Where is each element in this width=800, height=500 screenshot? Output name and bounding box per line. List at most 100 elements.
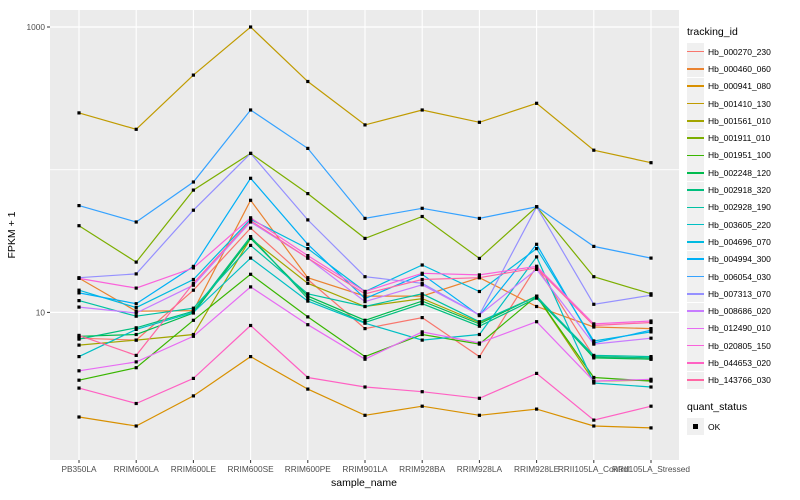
legend-key [687,285,704,303]
legend-item-label: Hb_003605_220 [708,219,771,230]
legend-item-label: Hb_002928_190 [708,202,771,213]
data-point [649,320,653,325]
data-point [249,176,253,180]
legend-line-swatch [687,68,704,70]
data-point [77,343,81,347]
x-tick-label: RRIM928BA [399,464,446,474]
data-point [649,379,653,383]
data-point [363,321,367,325]
data-point [134,366,138,370]
data-point [420,271,424,275]
legend-item-label: Hb_002918_320 [708,185,771,196]
data-point [649,161,653,165]
data-point [420,292,424,296]
legend: tracking_id Hb_000270_230 Hb_000460_060 Hb… [687,26,771,436]
data-point [420,108,424,112]
legend-item-label: Hb_001951_100 [708,150,771,161]
x-tick-label: RRIM600LA [114,464,160,474]
data-point [592,323,596,328]
data-point [535,295,539,299]
legend-item: Hb_001410_130 [687,95,771,113]
x-tick-label: RRIM901LA [342,464,388,474]
legend-item-label: Hb_002248_120 [708,167,771,178]
data-point [306,281,310,285]
legend-item-label: Hb_000941_080 [708,81,771,92]
data-point [592,381,596,385]
legend-key [687,43,704,61]
data-point [363,300,367,304]
tracking-legend-items: Hb_000270_230 Hb_000460_060 Hb_000941_080 H… [687,43,771,389]
data-point [134,327,138,331]
x-tick-label: RRIM928LE [514,464,560,474]
data-point [134,272,138,276]
data-point [306,387,310,391]
data-point [77,378,81,382]
data-point [420,332,424,337]
legend-line-swatch [687,137,704,139]
x-tick-label: RRIM600SE [228,464,275,474]
data-point [363,294,367,298]
legend-line-swatch [687,310,704,312]
y-tick-label: 10 [36,307,46,317]
legend-line-swatch [687,362,704,364]
data-point [249,236,253,240]
data-point [420,214,424,219]
data-point [306,242,310,246]
data-point [306,277,310,282]
data-point [134,311,138,315]
data-point [306,299,310,303]
data-point [77,204,81,208]
data-point [249,151,253,155]
data-point [592,424,596,428]
data-point [306,192,310,196]
data-point [420,283,424,287]
data-point [363,292,367,296]
legend-line-swatch [687,241,704,243]
legend-item-label: Hb_004994_300 [708,254,771,265]
data-point [420,404,424,408]
data-point [363,355,367,359]
data-point [306,256,310,260]
legend-line-swatch [687,258,704,260]
data-point [306,375,310,380]
legend-item: Hb_004696_070 [687,233,771,251]
y-tick-label: 1000 [27,22,46,32]
data-point [191,288,195,292]
data-point [477,289,481,294]
x-tick-label: RRIM928LA [457,464,503,474]
data-point [592,275,596,279]
data-point [420,338,424,342]
x-tick-label: RRII105LA_Control [558,464,630,474]
data-point [191,277,195,282]
x-tick-label: RRIM600PE [285,464,332,474]
data-point [306,254,310,258]
data-point [134,360,138,364]
data-point [592,375,596,380]
data-point [363,304,367,309]
data-point [649,256,653,260]
data-point [134,314,138,318]
data-point [249,235,253,239]
data-point [535,205,539,209]
legend-line-swatch [687,189,704,191]
data-point [592,353,596,357]
legend-line-swatch [687,120,704,122]
legend-item-label: Hb_143766_030 [708,375,771,386]
legend-item: Hb_000460_060 [687,60,771,78]
data-point [306,292,310,296]
data-point [420,316,424,320]
legend-item-label: Hb_004696_070 [708,236,771,247]
data-point [77,111,81,115]
legend-item: Hb_002928_190 [687,198,771,216]
data-point [363,275,367,279]
legend-key [687,354,704,372]
legend-line-swatch [687,275,704,278]
data-point [649,385,653,389]
legend-key [687,250,704,268]
legend-key [687,319,704,337]
legend-item: Hb_007313_070 [687,285,771,303]
legend-item-label: Hb_012490_010 [708,323,771,334]
data-point [249,216,253,220]
data-point [134,353,138,357]
data-point [249,108,253,112]
